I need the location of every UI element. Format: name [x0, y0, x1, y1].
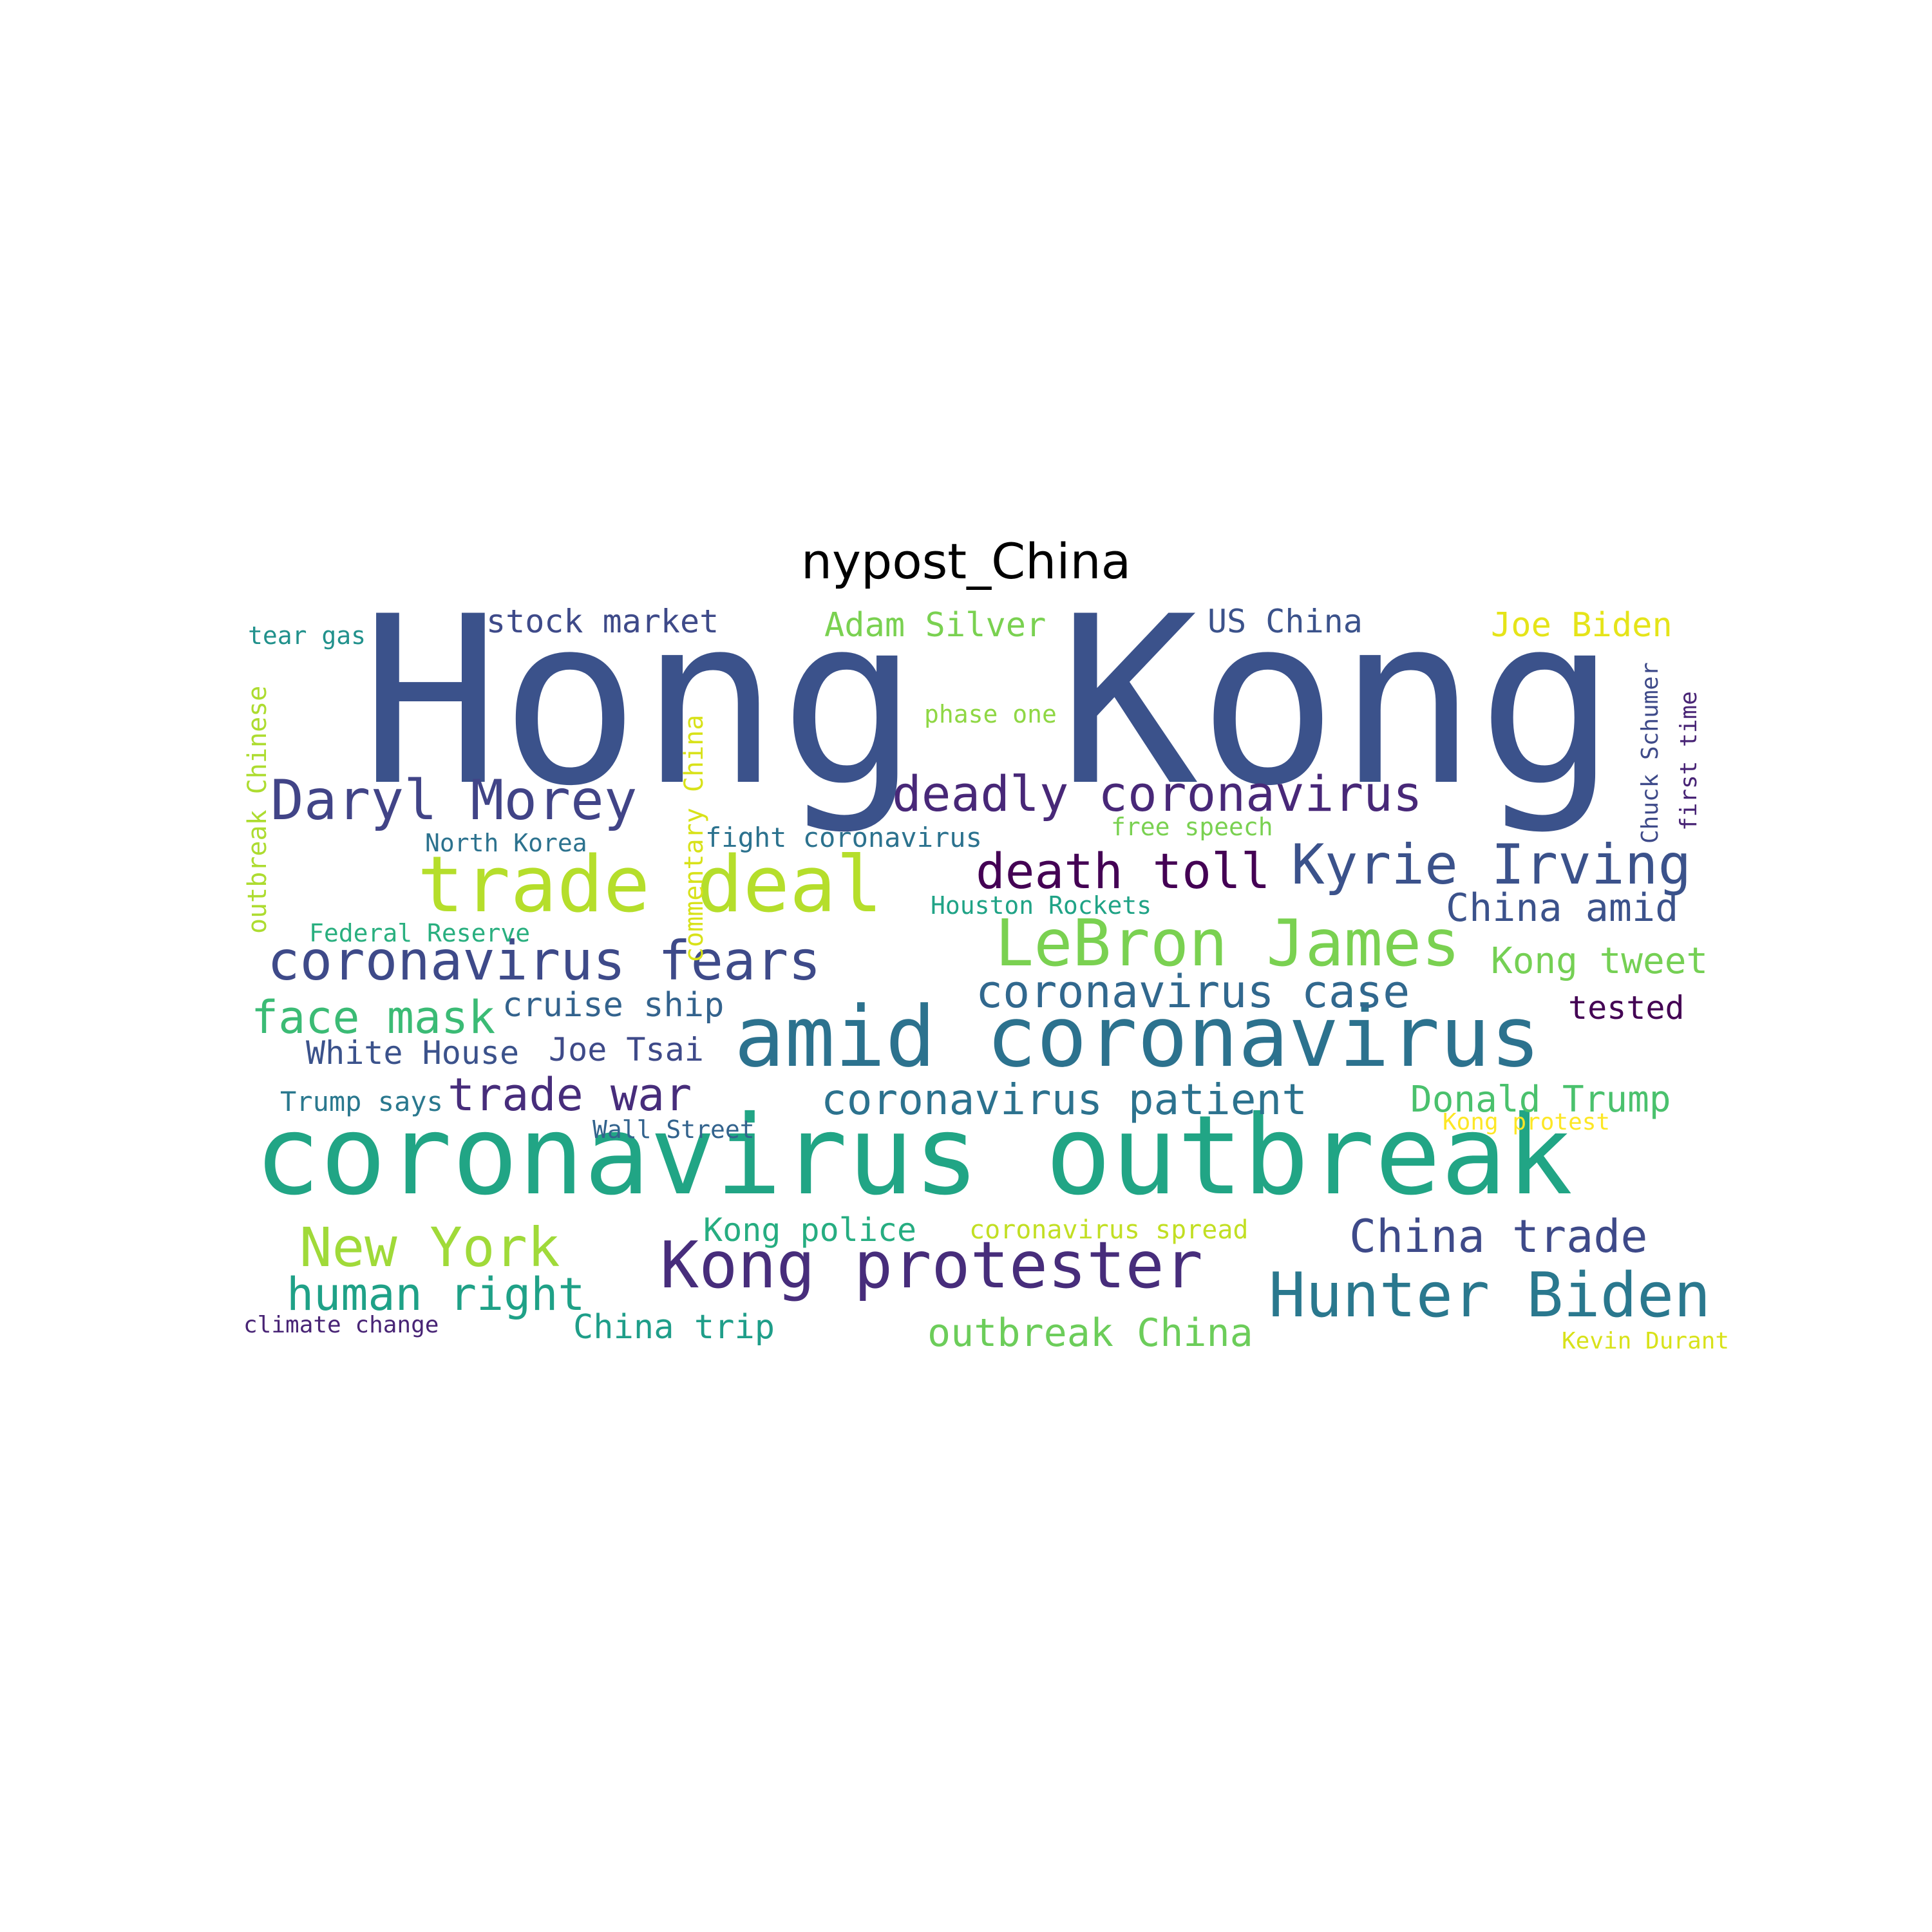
word-33: fight coronavirus	[705, 822, 982, 853]
word-22: Donald Trump	[1410, 1079, 1671, 1121]
word-29: Adam Silver	[824, 606, 1046, 645]
word-7: coronavirus fears	[267, 929, 821, 992]
word-32: tested	[1568, 989, 1685, 1027]
word-34: Trump says	[280, 1086, 443, 1117]
word-0: Hong Kong	[361, 567, 1617, 837]
word-39: first time	[1676, 691, 1702, 831]
word-31: Joe Biden	[1491, 606, 1672, 645]
word-3: Kong protester	[660, 1227, 1203, 1303]
word-18: trade war	[448, 1068, 692, 1121]
word-21: China amid	[1446, 886, 1679, 931]
word-38: Chuck Schumer	[1637, 662, 1663, 844]
word-25: cruise ship	[502, 986, 724, 1025]
word-15: coronavirus patient	[821, 1075, 1307, 1124]
word-35: coronavirus spread	[969, 1215, 1249, 1245]
word-43: Federal Reserve	[309, 919, 531, 947]
word-47: tear gas	[248, 621, 366, 650]
word-14: coronavirus case	[976, 965, 1410, 1018]
word-46: phase one	[924, 700, 1057, 728]
word-44: Houston Rockets	[931, 891, 1152, 920]
word-30: US China	[1208, 603, 1363, 640]
word-19: outbreak China	[927, 1311, 1253, 1356]
word-17: face mask	[251, 991, 496, 1044]
word-40: Wall Street	[592, 1115, 755, 1144]
word-6: Hunter Biden	[1269, 1260, 1711, 1331]
word-4: trade deal	[417, 840, 883, 930]
word-45: free speech	[1111, 813, 1273, 841]
word-8: Daryl Morey	[270, 768, 638, 833]
word-36: outbreak Chinese	[243, 685, 272, 934]
word-16: human right	[287, 1268, 585, 1321]
word-5: LeBron James	[995, 905, 1461, 981]
word-24: China trip	[573, 1308, 775, 1347]
word-48: climate change	[243, 1312, 439, 1338]
word-20: Kong tweet	[1491, 940, 1709, 982]
word-2: amid coronavirus	[734, 988, 1541, 1086]
word-23: Kong police	[703, 1211, 917, 1249]
word-28: stock market	[486, 603, 719, 640]
word-37: commentary China	[679, 714, 709, 963]
word-41: Kong protest	[1443, 1109, 1611, 1135]
word-10: deadly coronavirus	[892, 765, 1423, 822]
word-42: North Korea	[425, 829, 587, 857]
word-12: death toll	[976, 842, 1271, 900]
word-26: Joe Tsai	[549, 1031, 704, 1068]
word-13: China trade	[1349, 1210, 1648, 1263]
word-27: White House	[306, 1034, 520, 1072]
word-11: New York	[299, 1216, 560, 1279]
word-9: Kyrie Irving	[1291, 833, 1692, 897]
word-1: coronavirus outbreak	[254, 1092, 1573, 1220]
page-title: nypost_China	[800, 533, 1132, 590]
word-49: Kevin Durant	[1562, 1328, 1730, 1354]
